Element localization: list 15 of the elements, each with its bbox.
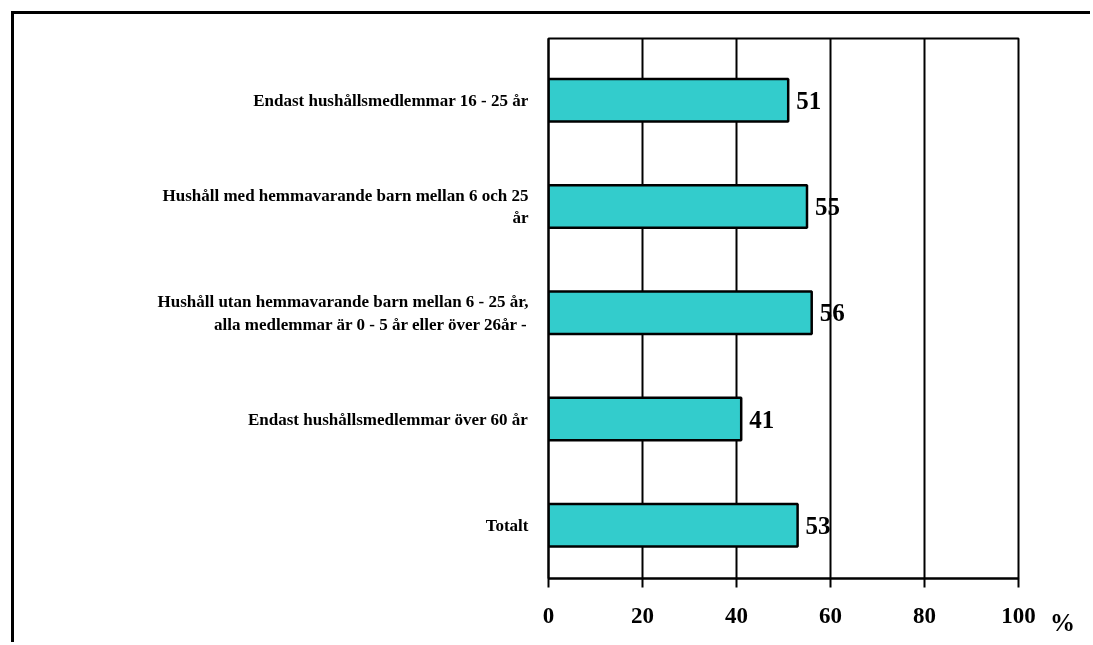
y-tick-label: Endast hushållsmedlemmar 16 - 25 år xyxy=(253,90,529,110)
x-axis-title: % xyxy=(1050,608,1075,638)
data-label: 41 xyxy=(749,405,775,433)
x-tick-label: 40 xyxy=(725,602,748,628)
x-tick-label: 60 xyxy=(819,602,842,628)
data-label: 53 xyxy=(805,511,831,539)
x-tick-label: 100 xyxy=(1001,602,1036,628)
y-tick-label: Totalt xyxy=(485,515,529,535)
x-tick-label: 0 xyxy=(542,602,555,628)
x-tick-label: 20 xyxy=(631,602,654,628)
y-tick-label: Hushåll utan hemmavarande barn mellan 6 - 25 år, alla medlemmar är 0 - 5 år eller över 26år - xyxy=(157,291,529,334)
x-tick-label: 80 xyxy=(913,602,936,628)
y-tick-label: Endast hushållsmedlemmar över 60 år xyxy=(248,409,529,429)
y-tick-label: Hushåll med hemmavarande barn mellan 6 och 25 år xyxy=(162,185,529,228)
data-label: 51 xyxy=(796,86,822,114)
